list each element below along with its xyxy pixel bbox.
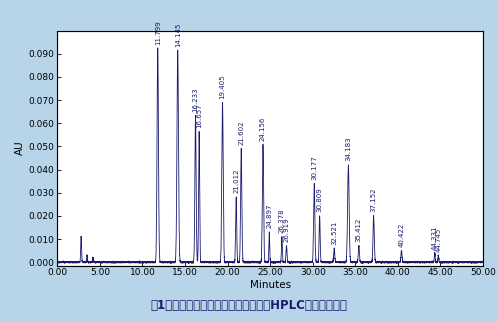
- Text: 35.412: 35.412: [356, 218, 362, 242]
- Text: 44.745: 44.745: [435, 228, 441, 252]
- Text: 14.145: 14.145: [175, 22, 181, 47]
- Text: 図1　この分析法で得られた標準的なHPLCプロフィール: 図1 この分析法で得られた標準的なHPLCプロフィール: [150, 299, 348, 312]
- Y-axis label: AU: AU: [14, 141, 24, 156]
- Text: 34.183: 34.183: [346, 137, 352, 161]
- Text: 16.657: 16.657: [196, 103, 202, 128]
- Text: 19.405: 19.405: [220, 74, 226, 99]
- Text: 44.331: 44.331: [432, 225, 438, 250]
- Text: 24.156: 24.156: [260, 116, 266, 141]
- Text: 16.233: 16.233: [193, 87, 199, 112]
- Text: 24.897: 24.897: [266, 204, 272, 228]
- Text: 32.521: 32.521: [331, 220, 337, 244]
- Text: 26.919: 26.919: [283, 218, 289, 242]
- Text: 21.012: 21.012: [233, 169, 239, 194]
- Text: 11.799: 11.799: [155, 20, 161, 44]
- Text: 40.422: 40.422: [398, 223, 404, 247]
- Text: 30.177: 30.177: [311, 155, 317, 180]
- Text: 26.378: 26.378: [279, 208, 285, 233]
- Bar: [57, 31, 483, 266]
- X-axis label: Minutes: Minutes: [249, 280, 291, 290]
- Text: 21.602: 21.602: [238, 120, 244, 145]
- Text: 30.809: 30.809: [317, 188, 323, 213]
- Text: 37.152: 37.152: [371, 188, 376, 212]
